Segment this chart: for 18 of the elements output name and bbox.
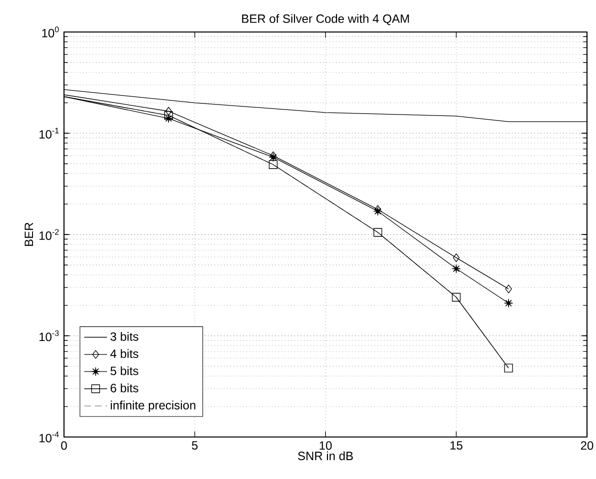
x-tick-label: 0 bbox=[61, 441, 67, 450]
legend-label: infinite precision bbox=[110, 400, 196, 412]
legend-label: 5 bits bbox=[110, 366, 138, 376]
y-tick-label: 10$^{-4}$ bbox=[40, 432, 59, 442]
y-tick-label: 10$^{-2}$ bbox=[40, 229, 59, 240]
y-tick-label: 10$^{-1}$ bbox=[40, 128, 59, 139]
x-tick-label: 5 bbox=[192, 441, 198, 450]
x-axis-title: SNR in dB bbox=[298, 451, 353, 460]
legend-label: 6 bits bbox=[110, 383, 138, 392]
legend-label: 3 bits bbox=[110, 332, 138, 341]
x-tick-label: 20 bbox=[580, 441, 594, 450]
x-tick-label: 15 bbox=[450, 441, 462, 450]
y-tick-label: 10$^{0}$ bbox=[42, 26, 59, 38]
legend-label: 4 bits bbox=[110, 349, 138, 358]
y-axis-title: BER bbox=[24, 222, 34, 246]
x-tick-label: 10 bbox=[320, 441, 332, 450]
chart-title: BER of Silver Code with 4 QAM bbox=[242, 14, 409, 26]
y-tick-label: 10$^{-3}$ bbox=[40, 330, 59, 342]
